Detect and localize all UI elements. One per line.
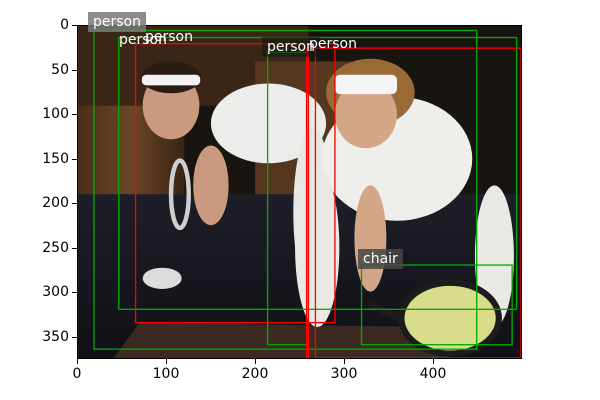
y-tick-label: 0 <box>60 17 69 33</box>
y-tick-label: 200 <box>42 195 69 212</box>
racket-right-handle <box>368 301 403 322</box>
detection-box-person-1 <box>93 29 478 350</box>
detection-label-person-3: person <box>145 29 193 45</box>
image-plot-frame: person person person person person chair <box>77 12 522 359</box>
y-tick <box>72 69 77 71</box>
detection-box-person-3 <box>134 43 336 324</box>
y-tick <box>72 25 77 26</box>
y-tick-label: 150 <box>42 150 69 167</box>
rug <box>113 322 451 358</box>
x-tick <box>166 359 167 364</box>
person-left-torso <box>210 83 327 164</box>
x-tick-label: 100 <box>152 366 180 382</box>
racket-right-strings <box>401 282 499 354</box>
y-tick-label: 250 <box>42 239 69 256</box>
detection-label-person-4: person <box>262 37 320 57</box>
detection-label-chair: chair <box>358 249 403 269</box>
detection-box-chair-6 <box>360 264 513 346</box>
racket-left <box>168 158 191 231</box>
x-tick-label: 400 <box>419 366 447 382</box>
x-tick-label: 200 <box>241 366 269 382</box>
person-right-visor <box>334 74 397 95</box>
x-tick <box>77 359 78 364</box>
y-tick <box>72 158 77 160</box>
y-tick <box>72 336 77 338</box>
person-right-head <box>334 80 397 149</box>
y-tick-label: 50 <box>51 61 69 78</box>
x-tick-label: 300 <box>330 366 358 382</box>
y-tick <box>72 203 77 205</box>
y-tick <box>72 114 77 116</box>
detection-label-person-1: person <box>88 12 146 32</box>
y-tick-label: 350 <box>42 328 69 345</box>
detection-box-person-5 <box>314 47 521 358</box>
photo-canvas <box>78 26 521 358</box>
person-right-leg-left <box>295 167 340 328</box>
y-tick-label: 300 <box>42 284 69 301</box>
x-tick <box>255 359 256 364</box>
detection-label-person-2: person <box>119 32 167 48</box>
person-left-shoe <box>142 267 182 289</box>
x-tick-label: 0 <box>72 366 82 382</box>
y-tick <box>72 247 77 249</box>
x-tick <box>344 359 345 364</box>
y-tick <box>72 292 77 294</box>
person-right-arm <box>354 185 387 292</box>
racket-right-frame <box>398 279 502 357</box>
detection-label-person-5: person <box>309 36 357 52</box>
x-tick <box>433 359 434 364</box>
person-left-headband <box>141 74 201 86</box>
y-tick-label: 100 <box>42 106 69 123</box>
person-left-arm <box>193 145 229 226</box>
detection-boxes <box>93 29 521 358</box>
